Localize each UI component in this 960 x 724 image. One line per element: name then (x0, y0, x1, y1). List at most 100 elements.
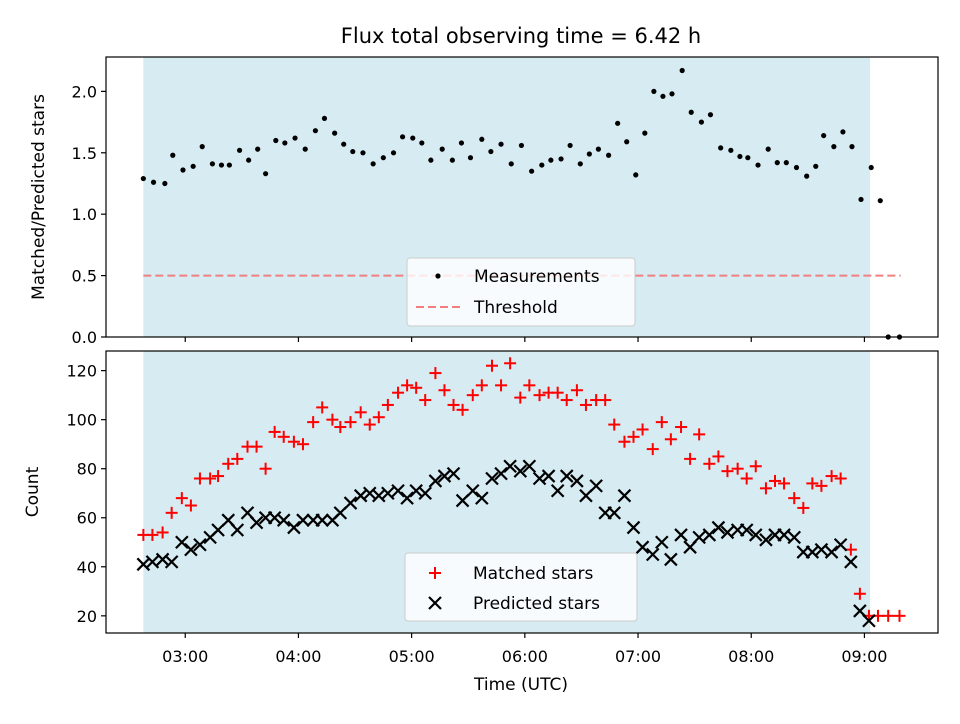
matched-star-point (608, 418, 621, 431)
counts-axes-frame (105, 350, 939, 634)
matched-star-point (815, 479, 828, 492)
legend-matched-marker (429, 567, 441, 579)
predicted-star-point (485, 471, 499, 486)
matched-star-point (627, 430, 640, 443)
predicted-star-point (249, 515, 264, 530)
ratio-ylabel: Matched/Predicted stars (29, 94, 49, 300)
predicted-star-point (711, 520, 726, 535)
matched-star-point (222, 457, 235, 470)
predicted-star-point (541, 469, 556, 483)
matched-star-point (193, 472, 206, 485)
matched-star-point (475, 379, 488, 392)
measurement-point (745, 155, 751, 161)
legend-matched-label: Matched stars (473, 564, 593, 584)
predicted-star-point (391, 483, 405, 498)
predicted-star-point (465, 483, 480, 498)
predicted-star-point (550, 483, 565, 498)
matched-star-point (354, 406, 367, 419)
x-axis-label: Time (UTC) (473, 675, 568, 695)
matched-star-point (175, 492, 188, 505)
measurement-point (467, 155, 474, 161)
matched-star-point (447, 398, 460, 411)
measurement-point (707, 112, 714, 118)
measurement-point (548, 157, 554, 163)
matched-star-point (250, 440, 263, 453)
predicted-star-point (787, 530, 802, 545)
predicted-star-point (589, 479, 603, 493)
predicted-star-point (607, 506, 622, 520)
matched-star-point (410, 381, 423, 394)
predicted-star-point (315, 513, 329, 527)
measurement-point (821, 132, 827, 139)
measurement-point (688, 109, 694, 115)
matched-star-point (599, 394, 612, 407)
measurement-point (718, 145, 724, 151)
matched-star-point (533, 389, 546, 402)
y-tick-label: 100 (66, 411, 97, 430)
measurement-point (273, 137, 279, 144)
measurement-point (170, 152, 176, 158)
measurement-point (479, 136, 485, 142)
matched-star-point (429, 367, 442, 380)
measurement-point (439, 146, 445, 152)
predicted-star-point (494, 466, 508, 481)
measurement-point (218, 162, 225, 168)
matched-star-point (156, 526, 169, 539)
predicted-star-point (184, 542, 198, 557)
y-tick-label: 1.0 (72, 205, 97, 224)
ratio-panel: 0.00.51.01.52.0 Matched/Predicted stars … (29, 56, 939, 347)
predicted-star-point (833, 537, 848, 552)
predicted-star-point (145, 555, 160, 569)
measurement-point (868, 164, 874, 171)
measurement-point (190, 163, 196, 169)
measurement-point (669, 91, 675, 97)
matched-star-point (806, 477, 819, 490)
measurement-point (605, 152, 612, 158)
matched-star-point (703, 457, 716, 470)
measurement-point (642, 130, 648, 136)
matched-star-point (504, 357, 517, 370)
measurement-point (332, 130, 338, 136)
predicted-star-point (617, 488, 632, 503)
predicted-star-point (230, 523, 245, 537)
matched-star-point (675, 421, 688, 434)
y-tick-label: 20 (77, 607, 97, 626)
predicted-star-point (428, 474, 443, 488)
predicted-star-point (522, 459, 537, 474)
measurement-point (840, 129, 846, 135)
predicted-star-point (381, 486, 395, 501)
legend-predicted-label: Predicted stars (473, 594, 600, 614)
measurement-point (399, 134, 406, 140)
predicted-star-point (759, 533, 773, 547)
matched-star-point (646, 443, 659, 456)
matched-star-point (579, 398, 592, 411)
matched-star-point (486, 359, 499, 372)
measurement-point (246, 157, 252, 163)
matched-star-point (296, 438, 309, 451)
matched-star-point (570, 384, 583, 397)
predicted-star-point (635, 540, 650, 554)
predicted-star-point (446, 466, 461, 481)
measurement-point (698, 119, 705, 125)
measurement-point (255, 146, 261, 152)
y-tick-label: 120 (66, 362, 97, 381)
measurement-point (518, 142, 525, 149)
measurement-point (567, 142, 573, 149)
x-tick-label: 03:00 (162, 647, 208, 666)
matched-star-point (893, 609, 906, 622)
matched-star-point (523, 379, 536, 392)
y-tick-label: 0.5 (72, 267, 97, 286)
chart-title: Flux total observing time = 6.42 h (341, 24, 701, 48)
predicted-star-point (559, 469, 574, 483)
predicted-star-point (702, 528, 717, 542)
matched-star-point (363, 418, 376, 431)
predicted-star-point (748, 528, 763, 542)
measurement-point (390, 150, 397, 156)
measurement-point (558, 156, 564, 162)
measurement-point (282, 140, 288, 146)
matched-star-point (212, 470, 225, 483)
y-tick-label: 40 (77, 558, 97, 577)
matched-star-point (551, 386, 564, 399)
measurement-point (813, 163, 819, 169)
matched-star-point (184, 499, 197, 512)
